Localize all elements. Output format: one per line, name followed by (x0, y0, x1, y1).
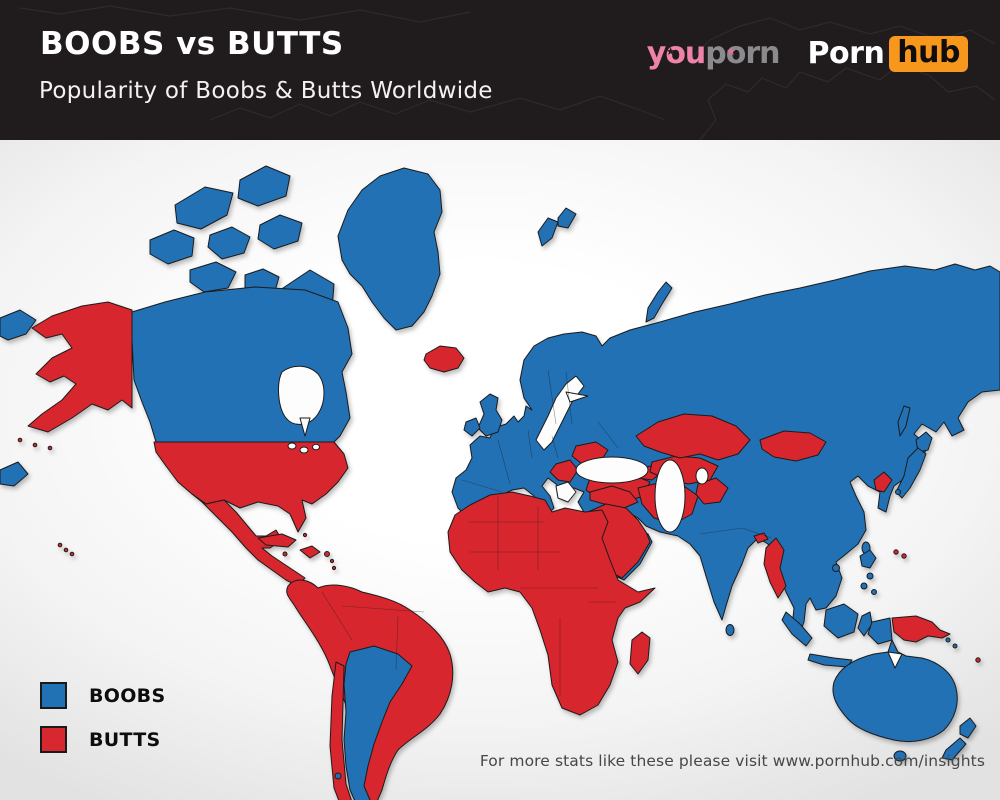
region-mexico-central-america (191, 493, 306, 587)
region-greenland (337, 167, 443, 331)
region-cuba (257, 533, 297, 548)
region-balkans (549, 459, 579, 483)
pornhub-logo-porn: Porn (807, 36, 885, 71)
boobs-regions (0, 165, 1000, 762)
region-borneo (823, 603, 859, 639)
region-chile (329, 661, 352, 800)
region-africa (447, 491, 656, 716)
region-sumatra (781, 611, 813, 647)
landmasses (0, 165, 1000, 800)
region-falklands (334, 772, 342, 780)
page-title: BOOBS vs BUTTS (40, 26, 344, 62)
youporn-logo: youporn (647, 36, 781, 71)
boobs-color-swatch (40, 682, 67, 709)
region-usa (153, 441, 349, 533)
region-australia (832, 639, 958, 743)
water-bodies (278, 365, 903, 669)
butts-legend-label: BUTTS (89, 728, 161, 751)
boobs-legend-label: BOOBS (89, 684, 166, 707)
header: BOOBS vs BUTTS Popularity of Boobs & But… (0, 0, 1000, 140)
map-legend: BOOBS BUTTS (40, 682, 165, 770)
region-new-zealand-south (941, 737, 967, 761)
page-subtitle: Popularity of Boobs & Butts Worldwide (39, 78, 493, 104)
region-canada (131, 286, 353, 443)
legend-item-butts: BUTTS (40, 726, 165, 753)
region-mongolia (759, 430, 827, 462)
butts-color-swatch (40, 726, 67, 753)
region-sulawesi (857, 611, 873, 637)
youporn-logo-porn: porn (705, 36, 780, 71)
region-madagascar (629, 631, 651, 675)
region-tasmania (893, 750, 907, 762)
world-map-area: BOOBS BUTTS For more stats like these pl… (0, 140, 1000, 800)
youporn-logo-you: you (647, 36, 707, 71)
region-new-zealand-north (959, 717, 977, 739)
region-papua-new-guinea (891, 615, 951, 643)
region-uk (477, 393, 503, 437)
region-java (807, 653, 853, 668)
country-borders (321, 369, 773, 696)
region-kazakhstan (635, 413, 751, 461)
region-iceland (423, 345, 465, 373)
world-map (0, 165, 1000, 800)
region-myanmar (763, 537, 787, 599)
region-ireland (463, 417, 481, 437)
pornhub-logo: Porn hub (808, 36, 968, 72)
region-north-korea (873, 471, 893, 493)
region-alaska (27, 301, 133, 433)
region-japan (895, 447, 927, 499)
footer-note: For more stats like these please visit w… (479, 752, 985, 770)
region-argentina (343, 645, 413, 800)
pornhub-logo-hub: hub (889, 36, 968, 72)
region-greece-no-data (555, 481, 577, 503)
legend-item-boobs: BOOBS (40, 682, 165, 709)
